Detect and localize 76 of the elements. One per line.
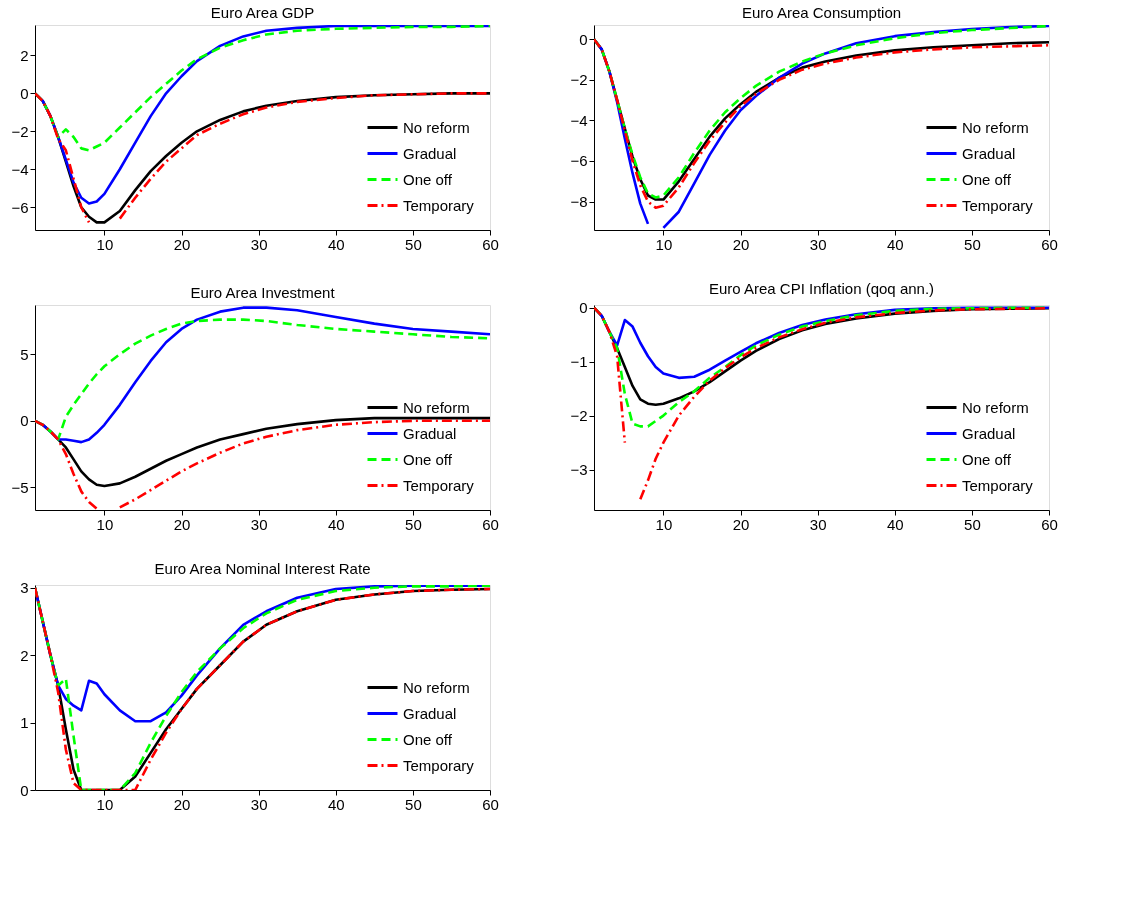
x-tick-label: 60 xyxy=(482,515,499,533)
y-tick-label: 0 xyxy=(20,412,29,430)
x-tick-label: 20 xyxy=(732,515,750,533)
x-tick-label: 50 xyxy=(964,235,981,253)
x-tick-label: 10 xyxy=(655,515,673,533)
x-tick-label: 10 xyxy=(96,235,114,253)
x-tick-label: 60 xyxy=(1041,235,1058,253)
x-tick-label: 20 xyxy=(173,795,191,813)
chart-title: Euro Area CPI Inflation (qoq ann.) xyxy=(708,279,935,297)
x-tick-label: 20 xyxy=(173,235,191,253)
y-tick-label: −2 xyxy=(570,407,588,425)
y-tick-label: 3 xyxy=(20,579,29,597)
x-tick-label: 30 xyxy=(250,795,268,813)
x-tick-label: 20 xyxy=(732,235,750,253)
x-tick-label: 50 xyxy=(405,515,422,533)
y-tick-label: 2 xyxy=(20,646,29,664)
y-tick-label: −8 xyxy=(570,193,588,211)
y-tick-label: −2 xyxy=(570,71,588,89)
x-tick-label: 10 xyxy=(96,795,114,813)
y-tick-label: −4 xyxy=(11,160,29,178)
legend-label: No reform xyxy=(962,118,1029,136)
y-tick-label: −6 xyxy=(11,198,29,216)
x-tick-label: 50 xyxy=(964,515,981,533)
legend-label: One off xyxy=(962,450,1012,468)
x-tick-label: 30 xyxy=(250,515,268,533)
legend-label: One off xyxy=(403,450,453,468)
legend-label: Temporary xyxy=(403,476,475,494)
x-tick-label: 40 xyxy=(886,235,904,253)
x-tick-label: 60 xyxy=(482,795,499,813)
x-tick-label: 50 xyxy=(405,795,422,813)
x-tick-label: 30 xyxy=(809,515,827,533)
legend-label: Temporary xyxy=(962,476,1034,494)
legend-label: Gradual xyxy=(403,704,457,722)
legend-label: Gradual xyxy=(962,424,1016,442)
x-tick-label: 30 xyxy=(250,235,268,253)
y-tick-label: 0 xyxy=(20,84,29,102)
legend-label: Gradual xyxy=(403,424,457,442)
y-tick-label: −5 xyxy=(11,478,29,496)
y-tick-label: −2 xyxy=(11,122,29,140)
y-tick-label: 0 xyxy=(579,299,588,317)
y-tick-label: 2 xyxy=(20,46,29,64)
legend-label: No reform xyxy=(403,678,470,696)
legend-label: Temporary xyxy=(962,196,1034,214)
chart-title: Euro Area Nominal Interest Rate xyxy=(154,559,371,577)
x-tick-label: 40 xyxy=(327,235,345,253)
x-tick-label: 10 xyxy=(655,235,673,253)
chart-title: Euro Area GDP xyxy=(210,4,315,21)
y-tick-label: 5 xyxy=(20,345,29,363)
x-tick-label: 40 xyxy=(327,795,345,813)
y-tick-label: −4 xyxy=(570,111,588,129)
legend-label: Temporary xyxy=(403,756,475,774)
legend-label: No reform xyxy=(962,398,1029,416)
chart-title: Euro Area Investment xyxy=(190,284,336,301)
y-tick-label: −6 xyxy=(570,152,588,170)
x-tick-label: 60 xyxy=(1041,515,1058,533)
y-tick-label: 1 xyxy=(20,714,29,732)
x-tick-label: 60 xyxy=(482,235,499,253)
y-tick-label: 0 xyxy=(579,30,588,48)
legend-label: One off xyxy=(403,730,453,748)
x-tick-label: 10 xyxy=(96,515,114,533)
legend-label: No reform xyxy=(403,398,470,416)
legend-label: Gradual xyxy=(403,144,457,162)
legend-label: Temporary xyxy=(403,196,475,214)
x-tick-label: 40 xyxy=(327,515,345,533)
chart-title: Euro Area Consumption xyxy=(741,4,902,21)
x-tick-label: 30 xyxy=(809,235,827,253)
legend-label: One off xyxy=(403,170,453,188)
x-tick-label: 20 xyxy=(173,515,191,533)
x-tick-label: 40 xyxy=(886,515,904,533)
x-tick-label: 50 xyxy=(405,235,422,253)
legend-label: No reform xyxy=(403,118,470,136)
y-tick-label: 0 xyxy=(20,781,29,799)
y-tick-label: −1 xyxy=(570,353,588,371)
legend-label: One off xyxy=(962,170,1012,188)
legend-label: Gradual xyxy=(962,144,1016,162)
y-tick-label: −3 xyxy=(570,461,588,479)
